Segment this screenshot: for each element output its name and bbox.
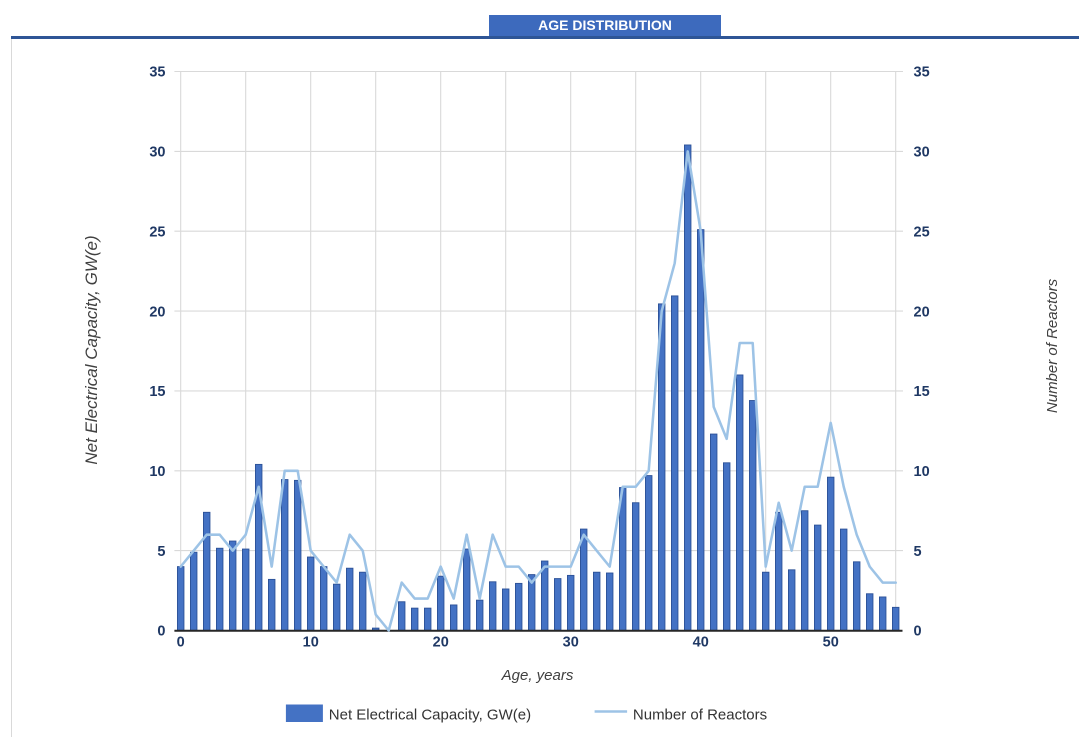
svg-text:10: 10 [303, 635, 319, 651]
svg-text:15: 15 [914, 384, 930, 400]
svg-text:20: 20 [914, 304, 930, 320]
svg-text:30: 30 [563, 635, 579, 651]
svg-text:0: 0 [914, 624, 922, 640]
svg-text:Number of Reactors: Number of Reactors [633, 707, 767, 724]
svg-text:35: 35 [914, 65, 930, 81]
svg-text:50: 50 [823, 635, 839, 651]
svg-text:0: 0 [177, 635, 185, 651]
svg-text:Net Electrical Capacity, GW(e): Net Electrical Capacity, GW(e) [329, 707, 531, 724]
svg-text:0: 0 [157, 624, 165, 640]
svg-text:5: 5 [157, 544, 165, 560]
svg-text:20: 20 [433, 635, 449, 651]
svg-text:25: 25 [914, 224, 930, 240]
svg-text:5: 5 [914, 544, 922, 560]
svg-text:15: 15 [149, 384, 165, 400]
svg-text:Net Electrical Capacity, GW(e): Net Electrical Capacity, GW(e) [82, 235, 101, 464]
svg-text:Number of Reactors: Number of Reactors [1044, 278, 1061, 413]
svg-text:Age, years: Age, years [501, 667, 574, 684]
svg-text:20: 20 [149, 304, 165, 320]
svg-text:40: 40 [693, 635, 709, 651]
svg-text:30: 30 [914, 145, 930, 161]
svg-text:10: 10 [149, 464, 165, 480]
svg-text:30: 30 [149, 145, 165, 161]
svg-text:10: 10 [914, 464, 930, 480]
svg-text:35: 35 [149, 65, 165, 81]
svg-text:25: 25 [149, 224, 165, 240]
